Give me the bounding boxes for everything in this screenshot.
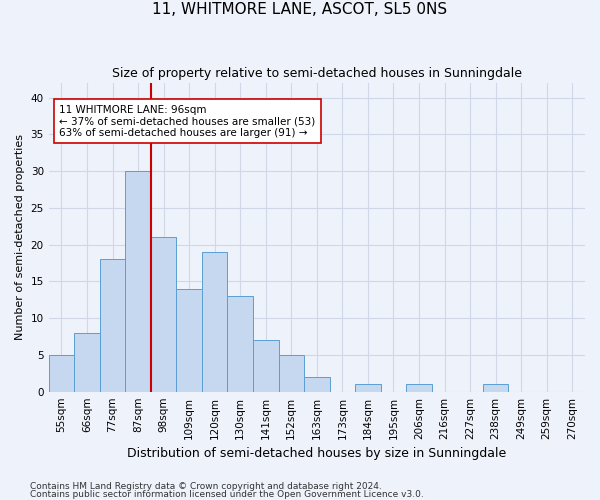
Bar (151, 238, 176, 392)
X-axis label: Distribution of semi-detached houses by size in Sunningdale: Distribution of semi-detached houses by … (127, 447, 506, 460)
Bar (253, 340, 278, 392)
Title: Size of property relative to semi-detached houses in Sunningdale: Size of property relative to semi-detach… (112, 68, 522, 80)
Bar (304, 377, 329, 392)
Bar (74, 333, 100, 392)
Bar (100, 260, 125, 392)
Bar (406, 384, 432, 392)
Bar (49, 355, 74, 392)
Bar (278, 355, 304, 392)
Y-axis label: Number of semi-detached properties: Number of semi-detached properties (15, 134, 25, 340)
Text: 11 WHITMORE LANE: 96sqm
← 37% of semi-detached houses are smaller (53)
63% of se: 11 WHITMORE LANE: 96sqm ← 37% of semi-de… (59, 104, 316, 138)
Bar (202, 252, 227, 392)
Bar (355, 384, 380, 392)
Text: Contains public sector information licensed under the Open Government Licence v3: Contains public sector information licen… (30, 490, 424, 499)
Bar (176, 289, 202, 392)
Text: 11, WHITMORE LANE, ASCOT, SL5 0NS: 11, WHITMORE LANE, ASCOT, SL5 0NS (152, 2, 448, 18)
Text: Contains HM Land Registry data © Crown copyright and database right 2024.: Contains HM Land Registry data © Crown c… (30, 482, 382, 491)
Bar (125, 171, 151, 392)
Bar (483, 384, 508, 392)
Bar (227, 296, 253, 392)
